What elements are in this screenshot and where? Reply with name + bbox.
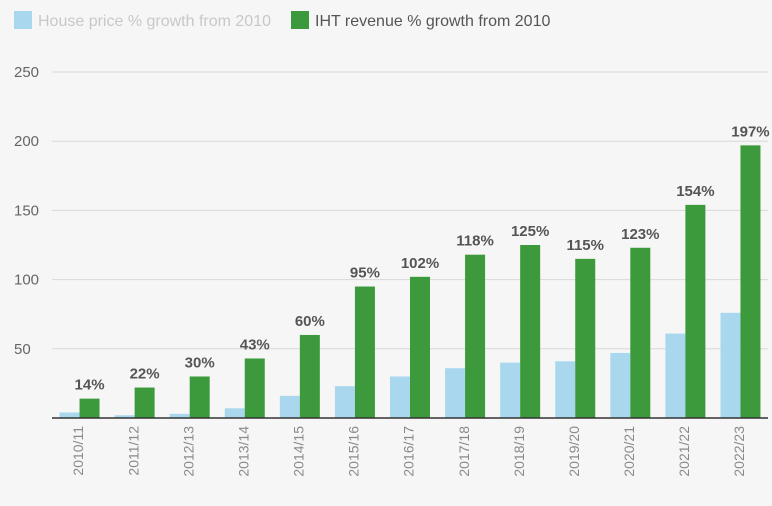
x-category-label: 2022/23 bbox=[731, 426, 747, 477]
bar-iht-revenue bbox=[575, 258, 596, 418]
data-label-iht: 14% bbox=[75, 377, 105, 394]
bar-iht-revenue bbox=[685, 204, 706, 418]
data-label-iht: 115% bbox=[566, 237, 604, 254]
bar-house-price bbox=[445, 368, 466, 418]
bar-house-price bbox=[720, 312, 741, 418]
y-axis-ticks: 50 100 150 200 250 bbox=[14, 64, 39, 358]
data-label-iht: 154% bbox=[676, 183, 714, 200]
y-tick-label: 250 bbox=[14, 64, 39, 81]
x-category-label: 2015/16 bbox=[346, 426, 362, 477]
x-category-label: 2016/17 bbox=[401, 426, 417, 477]
data-label-iht: 60% bbox=[295, 313, 325, 330]
x-category-label: 2013/14 bbox=[235, 426, 251, 477]
bar-iht-revenue bbox=[740, 145, 761, 419]
data-label-iht: 197% bbox=[731, 123, 769, 140]
bar-house-price bbox=[610, 352, 631, 418]
x-category-label: 2010/11 bbox=[70, 426, 86, 476]
bar-house-price bbox=[279, 395, 300, 418]
bar-house-price bbox=[114, 415, 135, 418]
x-category-label: 2021/22 bbox=[676, 426, 692, 477]
data-label-iht: 30% bbox=[185, 354, 215, 371]
bar-house-price bbox=[555, 361, 576, 418]
legend-label-house-price: House price % growth from 2010 bbox=[38, 13, 271, 30]
bar-iht-revenue bbox=[79, 398, 100, 418]
bar-iht-revenue bbox=[630, 247, 651, 418]
bar-iht-revenue bbox=[189, 376, 210, 418]
data-label-iht: 102% bbox=[401, 255, 439, 272]
bar-house-price bbox=[500, 362, 521, 418]
data-label-iht: 22% bbox=[130, 366, 160, 383]
bar-iht-revenue bbox=[134, 387, 155, 418]
x-axis-categories: 2010/11 2011/12 2012/13 2013/14 2014/15 2015/… bbox=[70, 426, 747, 477]
bar-iht-revenue bbox=[244, 358, 265, 418]
legend-swatch-house-price bbox=[14, 11, 32, 29]
x-category-label: 2012/13 bbox=[180, 426, 196, 477]
y-tick-label: 200 bbox=[14, 133, 39, 150]
bar-iht-revenue bbox=[410, 276, 430, 418]
data-label-iht: 123% bbox=[621, 226, 659, 243]
y-tick-label: 150 bbox=[14, 202, 39, 219]
bar-iht-revenue bbox=[354, 286, 375, 418]
x-category-label: 2017/18 bbox=[456, 426, 472, 477]
data-label-iht: 125% bbox=[511, 223, 549, 240]
bar-house-price bbox=[224, 408, 245, 418]
data-labels: 14% 22% 30% 43% 60% 95% 102% 118% 125% 115% 123% 15… bbox=[75, 123, 770, 393]
data-label-iht: 95% bbox=[350, 265, 380, 282]
bar-iht-revenue bbox=[465, 254, 486, 418]
data-label-iht: 118% bbox=[456, 233, 494, 250]
legend: House price % growth from 2010 IHT reven… bbox=[14, 11, 550, 30]
y-tick-label: 50 bbox=[14, 341, 31, 358]
legend-label-iht-revenue: IHT revenue % growth from 2010 bbox=[315, 13, 550, 30]
bar-iht-revenue bbox=[520, 245, 541, 418]
bar-house-price bbox=[665, 333, 686, 418]
bar-house-price bbox=[334, 386, 355, 418]
bar-iht-revenue bbox=[299, 334, 320, 418]
legend-swatch-iht-revenue bbox=[291, 11, 309, 29]
x-category-label: 2014/15 bbox=[291, 426, 307, 477]
bar-house-price bbox=[390, 376, 410, 418]
bars bbox=[59, 145, 761, 419]
y-tick-label: 100 bbox=[14, 272, 39, 289]
x-category-label: 2019/20 bbox=[566, 426, 582, 477]
x-category-label: 2018/19 bbox=[511, 426, 527, 477]
data-label-iht: 43% bbox=[240, 336, 270, 353]
bar-house-price bbox=[169, 413, 190, 418]
x-category-label: 2011/12 bbox=[125, 426, 141, 476]
bar-house-price bbox=[59, 412, 80, 418]
x-category-label: 2020/21 bbox=[621, 426, 637, 477]
